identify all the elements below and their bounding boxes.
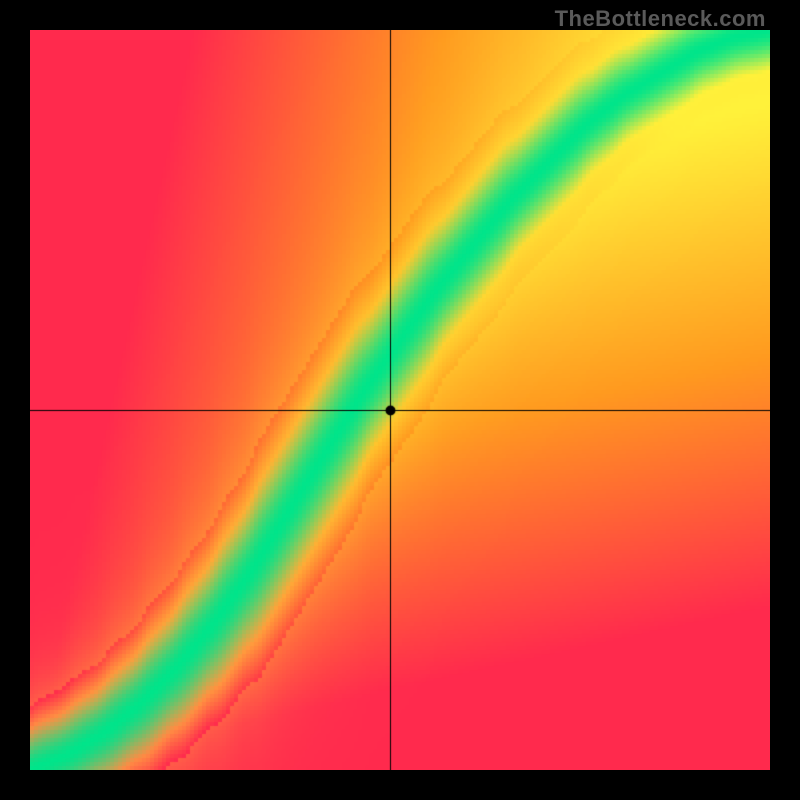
bottleneck-heatmap bbox=[30, 30, 770, 770]
watermark-text: TheBottleneck.com bbox=[555, 6, 766, 32]
chart-container: TheBottleneck.com bbox=[0, 0, 800, 800]
